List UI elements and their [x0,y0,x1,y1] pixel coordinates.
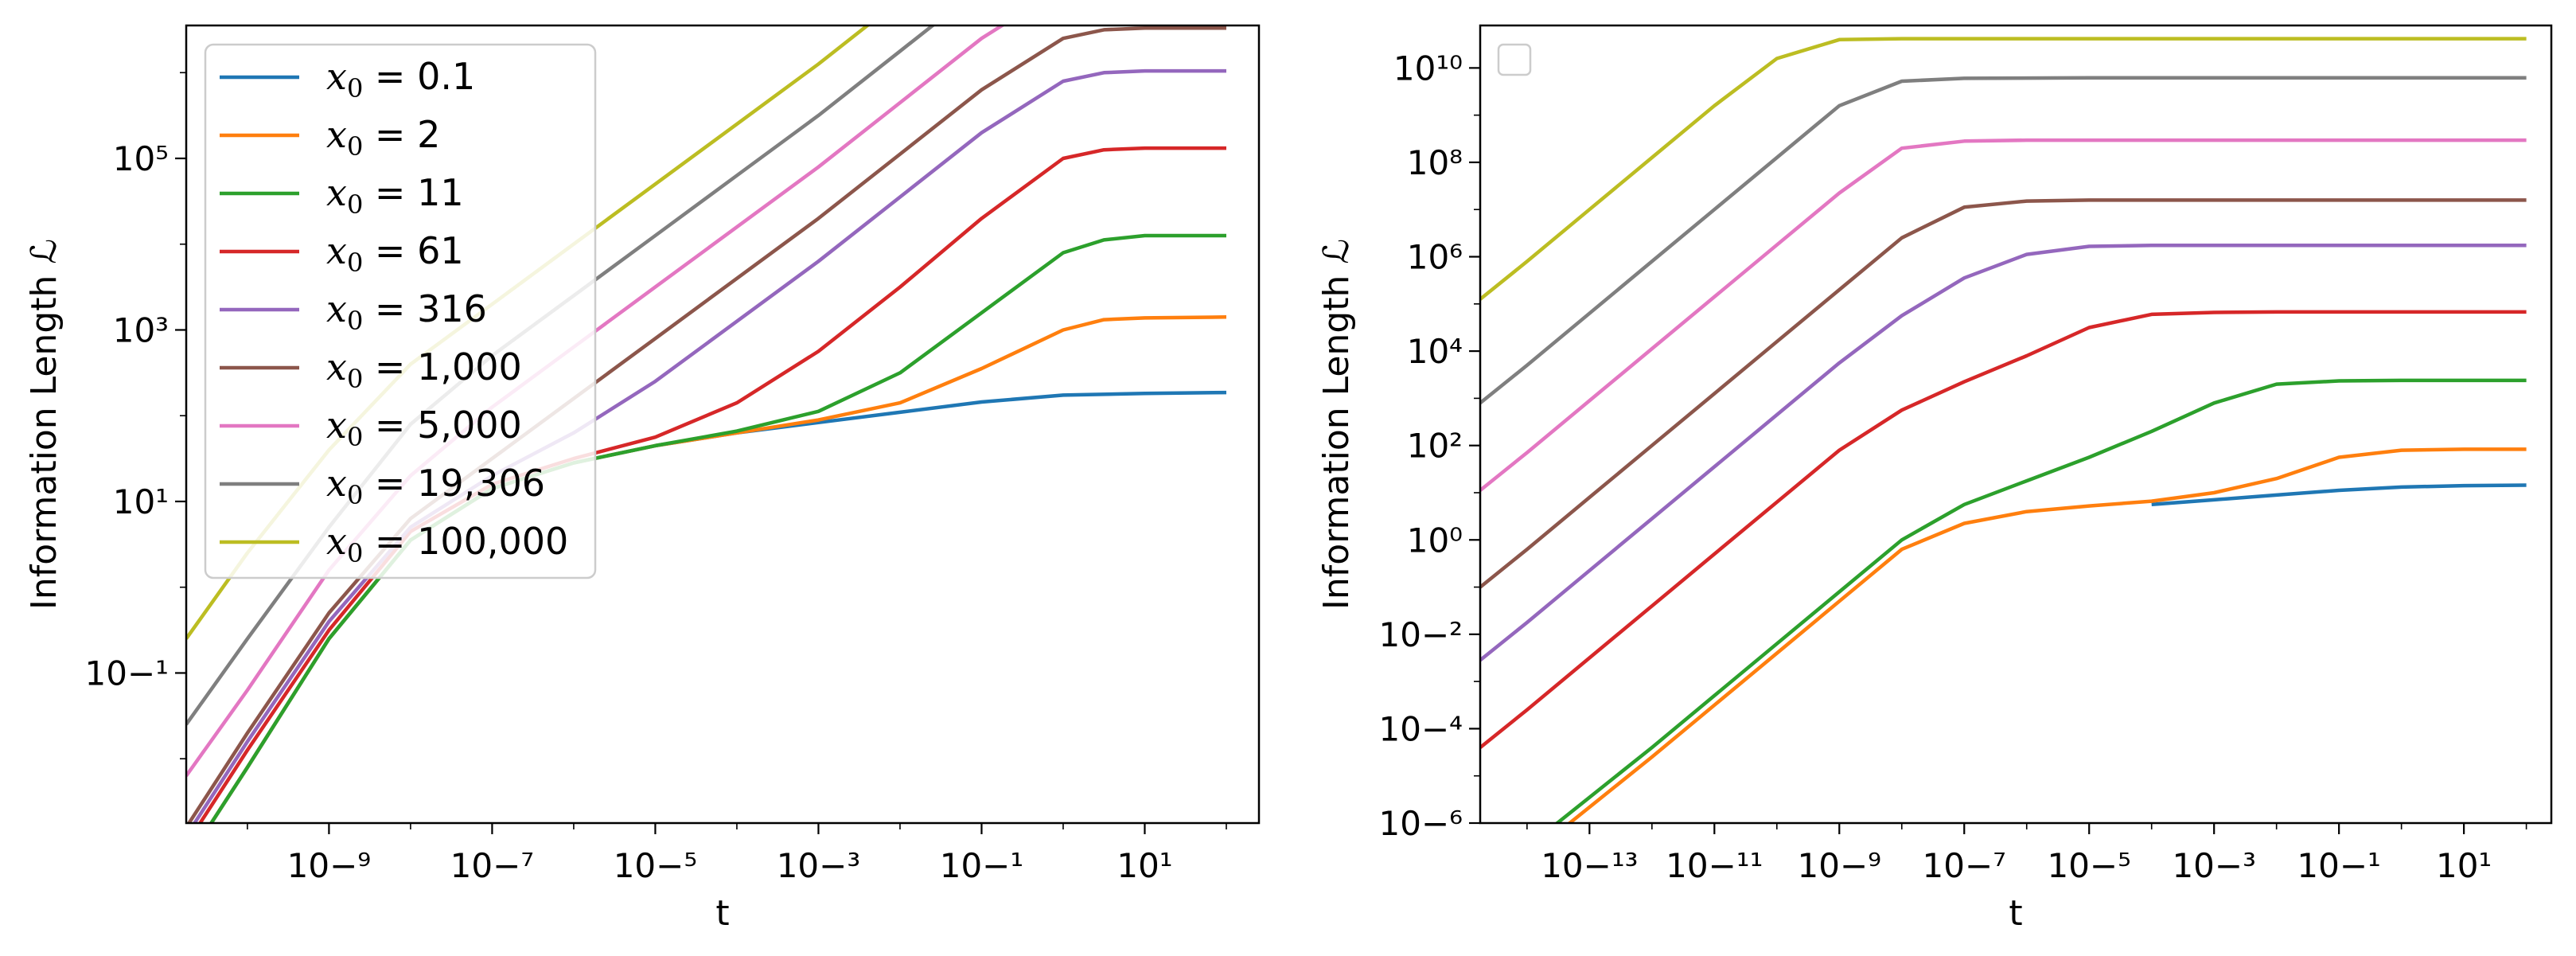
left-x-tick-label: 10−⁷ [450,846,534,885]
right-ticks: 10−¹³ 10−¹¹ 10−⁹ 10−⁷ 10−⁵ 10−³ 10−¹ 10¹ 10−⁶ 10−… [1379,49,2527,885]
right-y-tick-label: 10⁰ [1407,521,1463,560]
left-x-axis-label: t [715,893,729,934]
left-x-tick-label: 10−⁵ [614,846,697,885]
right-x-axis-label: t [2009,893,2022,934]
left-y-tick-label: 10³ [113,310,169,349]
right-x-tick-label: 10−¹ [2297,846,2380,885]
legend-label-3: x0 = 61 [326,229,464,278]
right-series-line-0 [2151,483,2527,507]
left-series-line-5 [186,25,1226,823]
left-x-tick-label: 10¹ [1117,846,1172,885]
right-series-line-8 [1480,37,2527,301]
left-series-line-3 [197,146,1226,823]
left-series-line-4 [192,68,1226,823]
right-x-tick-label: 10−¹³ [1541,846,1638,885]
left-x-tick-label: 10−⁹ [287,846,371,885]
left-y-tick-label: 10⁵ [113,139,169,178]
right-series-line-3 [1480,310,2527,749]
legend-label-2: x0 = 11 [326,171,464,220]
right-series-line-2 [1554,378,2527,823]
right-chart: 10−¹³ 10−¹¹ 10−⁹ 10−⁷ 10−⁵ 10−³ 10−¹ 10¹ 10−⁶ 10−… [1316,24,2553,934]
right-series-group [1480,37,2527,823]
legend-label-8: x0 = 100,000 [326,520,568,568]
right-series-line-4 [1480,244,2527,662]
right-x-tick-label: 10−⁵ [2047,846,2130,885]
left-y-tick-label: 10¹ [113,482,169,521]
legend-label-5: x0 = 1,000 [326,345,522,394]
left-y-tick-label: 10−¹ [85,654,169,693]
right-y-tick-label: 10⁸ [1407,143,1463,182]
legend-label-7: x0 = 19,306 [326,462,545,510]
left-y-axis-label: Information Length ℒ [24,239,64,610]
right-y-tick-label: 10¹⁰ [1393,49,1463,88]
right-x-tick-label: 10−⁹ [1798,846,1881,885]
right-x-tick-label: 10¹ [2436,846,2492,885]
right-y-tick-label: 10−⁴ [1379,709,1463,748]
right-plot-frame [1479,24,2553,825]
left-legend-box [204,43,597,579]
left-series-line-2 [208,233,1226,823]
legend-label-4: x0 = 316 [326,287,487,336]
right-y-tick-label: 10⁴ [1407,332,1463,371]
legend-label-1: x0 = 2 [326,113,440,162]
left-x-tick-label: 10−³ [777,846,860,885]
left-chart: 10−⁹ 10−⁷ 10−⁵ 10−³ 10−¹ 10¹ 10−¹ 10¹ 10³ 10⁵ t I… [24,24,1261,934]
legend-label-6: x0 = 5,000 [326,404,522,452]
right-series-line-1 [1566,447,2527,823]
right-x-tick-label: 10−³ [2172,846,2255,885]
right-series-line-7 [1480,76,2527,405]
left-plot-frame [185,24,1261,825]
right-y-tick-label: 10² [1407,427,1463,466]
left-legend: x0 = 0.1 x0 = 2 x0 = 11 x0 = 61 x0 = 316 x0 =… [204,43,597,579]
right-y-tick-label: 10−² [1379,615,1463,654]
right-y-axis-label: Information Length ℒ [1316,239,1357,610]
right-x-tick-label: 10−⁷ [1923,846,2006,885]
right-series-line-5 [1480,198,2527,589]
right-empty-legend-box [1497,43,1532,76]
right-y-tick-label: 10⁶ [1407,238,1463,277]
legend-label-0: x0 = 0.1 [326,55,475,103]
left-x-tick-label: 10−¹ [940,846,1023,885]
right-series-line-6 [1480,138,2527,492]
right-y-tick-label: 10−⁶ [1379,804,1463,843]
left-ticks: 10−⁹ 10−⁷ 10−⁵ 10−³ 10−¹ 10¹ 10−¹ 10¹ 10³ 10⁵ [85,72,1227,885]
right-x-tick-label: 10−¹¹ [1666,846,1763,885]
